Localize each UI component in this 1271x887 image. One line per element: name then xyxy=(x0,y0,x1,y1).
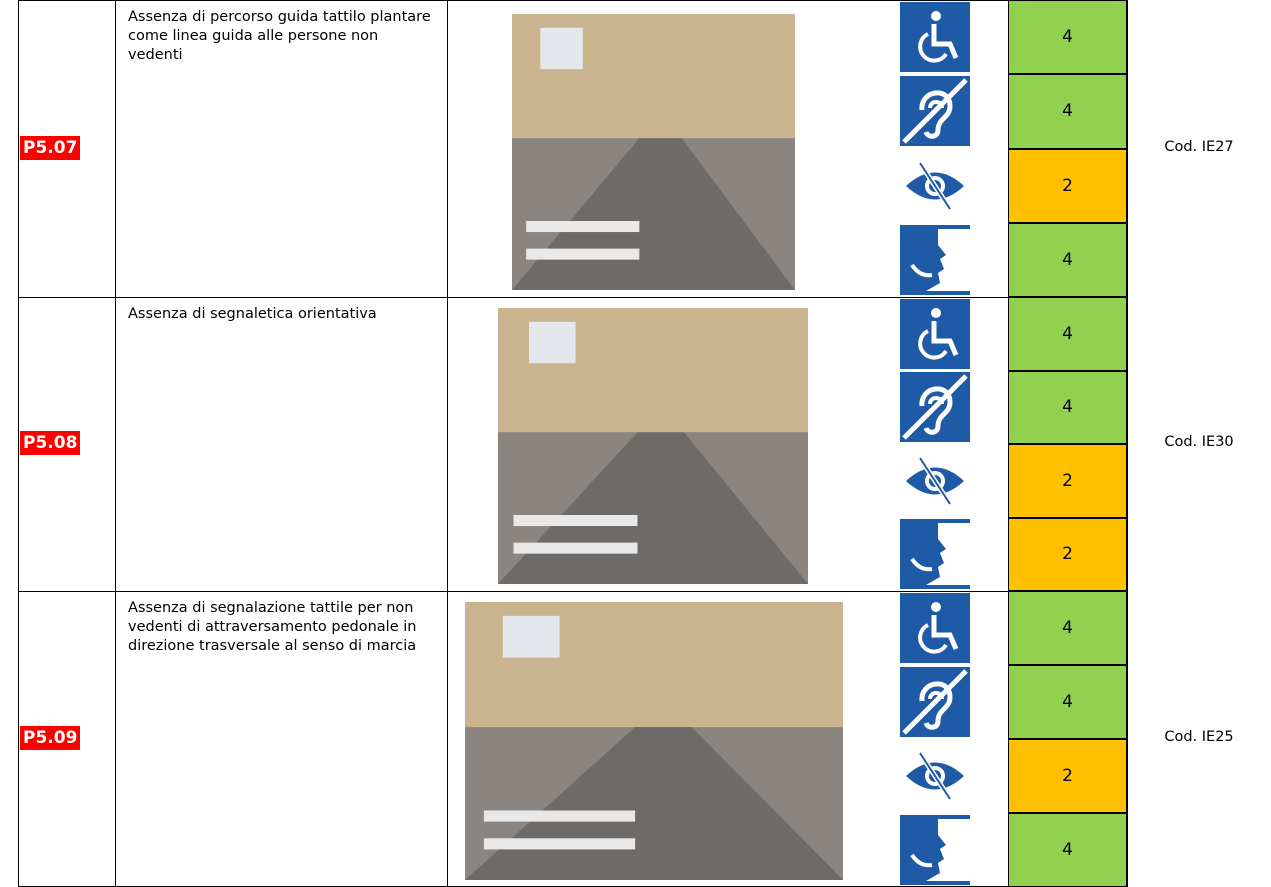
disability-icon xyxy=(900,151,970,221)
score-cell: 4 xyxy=(1008,665,1127,739)
row-id: P5.09 xyxy=(20,726,81,750)
disability-icon xyxy=(900,593,970,663)
row-border xyxy=(18,591,1127,592)
disability-icon xyxy=(900,741,970,811)
column-border xyxy=(447,0,448,887)
score-cell: 4 xyxy=(1008,74,1127,149)
street-photo xyxy=(465,602,843,880)
disability-icon xyxy=(900,372,970,442)
disability-icon xyxy=(900,2,970,72)
disability-icon xyxy=(900,519,970,590)
score-cell: 2 xyxy=(1008,444,1127,518)
score-cell: 4 xyxy=(1008,813,1127,887)
row-border xyxy=(18,0,1127,1)
row-id: P5.08 xyxy=(20,431,81,455)
column-border xyxy=(18,0,19,887)
score-cell: 4 xyxy=(1008,0,1127,75)
score-cell: 2 xyxy=(1008,739,1127,813)
code: Cod. IE25 xyxy=(1164,729,1234,745)
score-cell: 2 xyxy=(1008,517,1127,591)
disability-icon xyxy=(900,446,970,516)
score-cell: 4 xyxy=(1008,591,1127,665)
description: Assenza di segnaletica orientativa xyxy=(128,306,377,322)
score-cell: 4 xyxy=(1008,370,1127,444)
score-cell: 4 xyxy=(1008,222,1127,297)
disability-icon xyxy=(900,815,970,885)
disability-icon xyxy=(900,299,970,369)
row-border xyxy=(18,297,1127,298)
column-border xyxy=(115,0,116,887)
code: Cod. IE27 xyxy=(1164,138,1234,155)
disability-icon xyxy=(900,224,970,295)
code: Cod. IE30 xyxy=(1164,434,1234,450)
street-photo xyxy=(512,14,795,290)
score-cell: 2 xyxy=(1008,148,1127,223)
disability-icon xyxy=(900,667,970,737)
description: Assenza di segnalazione tattile per non … xyxy=(128,600,417,654)
street-photo xyxy=(498,308,808,584)
description: Assenza di percorso guida tattilo planta… xyxy=(128,9,431,63)
disability-icon xyxy=(900,76,970,146)
row-id: P5.07 xyxy=(20,135,81,160)
column-border xyxy=(1127,0,1128,887)
score-cell: 4 xyxy=(1008,297,1127,371)
